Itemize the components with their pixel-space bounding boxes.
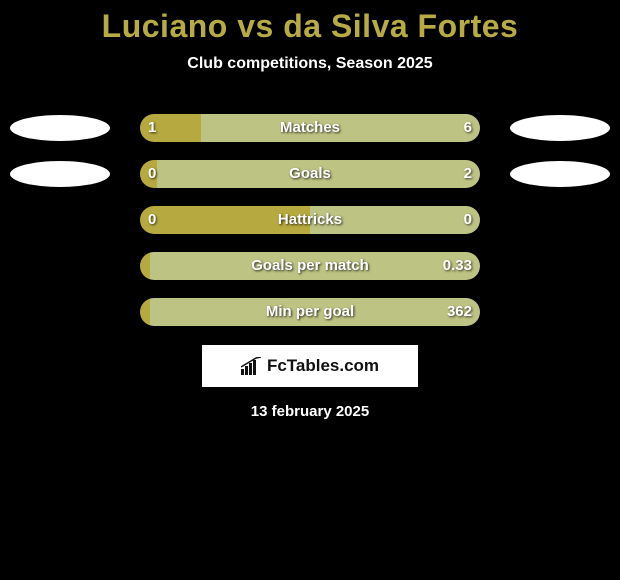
stat-row: 02Goals <box>0 151 620 197</box>
stat-label: Hattricks <box>140 206 480 234</box>
stat-label: Goals <box>140 160 480 188</box>
player-right-ellipse <box>510 115 610 141</box>
stat-label: Goals per match <box>140 252 480 280</box>
bar-chart-icon <box>241 357 263 375</box>
infographic-root: Luciano vs da Silva Fortes Club competit… <box>0 0 620 580</box>
date-text: 13 february 2025 <box>0 403 620 420</box>
stats-block: 16Matches02Goals00Hattricks0.33Goals per… <box>0 105 620 335</box>
stat-row: 00Hattricks <box>0 197 620 243</box>
player-right-ellipse <box>510 161 610 187</box>
stat-row: 0.33Goals per match <box>0 243 620 289</box>
player-left-ellipse <box>10 115 110 141</box>
stat-row: 16Matches <box>0 105 620 151</box>
stat-label: Matches <box>140 114 480 142</box>
stat-row: 362Min per goal <box>0 289 620 335</box>
logo-box: FcTables.com <box>202 345 418 387</box>
logo-text: FcTables.com <box>267 356 379 376</box>
page-title: Luciano vs da Silva Fortes <box>0 0 620 45</box>
player-left-ellipse <box>10 161 110 187</box>
stat-label: Min per goal <box>140 298 480 326</box>
subtitle: Club competitions, Season 2025 <box>0 55 620 73</box>
